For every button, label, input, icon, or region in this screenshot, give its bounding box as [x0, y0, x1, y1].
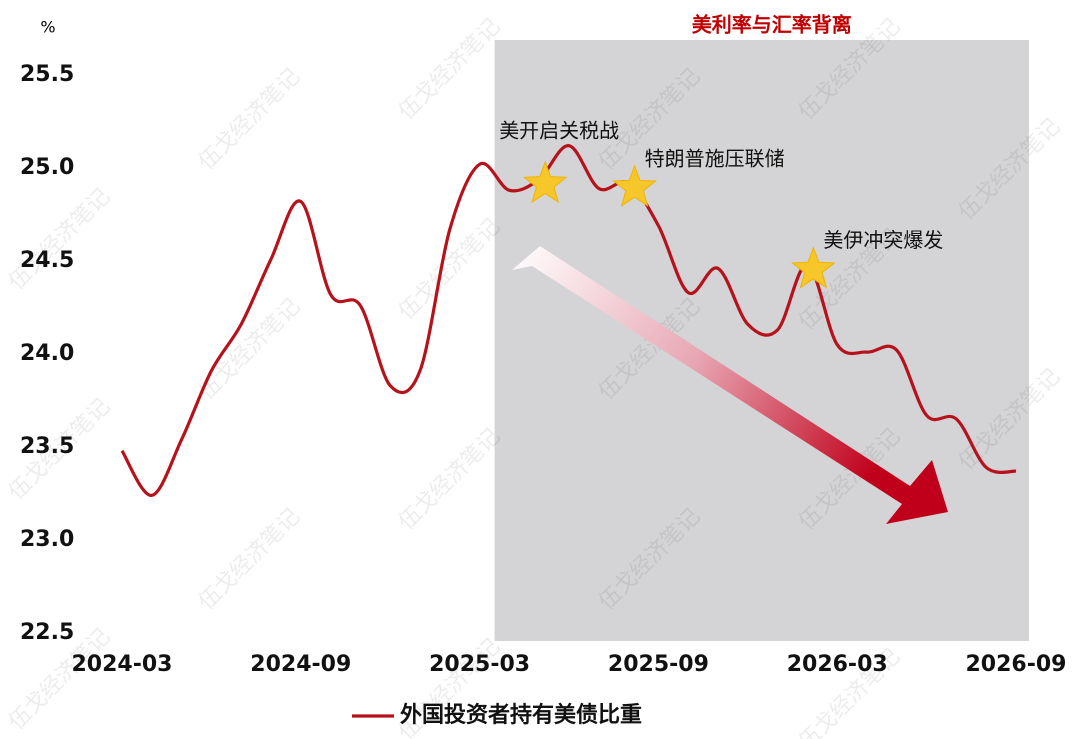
- annotation-label: 特朗普施压联储: [645, 146, 785, 170]
- y-tick-label: 22.5: [20, 620, 74, 645]
- series-line: [120, 144, 1017, 497]
- annotation-star: [791, 246, 836, 289]
- y-tick-label: 25.0: [20, 155, 74, 180]
- x-tick-label: 2025-03: [429, 652, 530, 677]
- trend-arrow: [512, 246, 948, 524]
- y-unit: %: [40, 18, 55, 37]
- y-tick-label: 25.5: [20, 62, 74, 87]
- x-tick-label: 2025-09: [608, 652, 709, 677]
- y-tick-label: 24.5: [20, 248, 74, 273]
- x-tick-label: 2024-03: [72, 652, 173, 677]
- x-tick-label: 2026-03: [787, 652, 888, 677]
- region-label: 美利率与汇率背离: [692, 13, 852, 37]
- y-tick-label: 23.0: [20, 527, 74, 552]
- watermark: 伍戈经济笔记: [194, 504, 305, 615]
- annotation-star: [522, 160, 568, 204]
- x-tick-label: 2026-09: [966, 652, 1067, 677]
- annotation-star: [612, 164, 657, 207]
- watermark: 伍戈经济笔记: [194, 64, 305, 175]
- y-tick-label: 23.5: [20, 434, 74, 459]
- annotation-label: 美伊冲突爆发: [823, 228, 943, 252]
- legend-label: 外国投资者持有美债比重: [400, 702, 642, 728]
- watermark: 伍戈经济笔记: [394, 424, 505, 535]
- watermark: 伍戈经济笔记: [194, 294, 305, 405]
- x-tick-label: 2024-09: [250, 652, 351, 677]
- y-tick-label: 24.0: [20, 341, 74, 366]
- watermark: 伍戈经济笔记: [4, 184, 115, 295]
- annotation-label: 美开启关税战: [499, 119, 619, 143]
- shaded-region: [494, 40, 1030, 641]
- watermark: 伍戈经济笔记: [394, 14, 505, 125]
